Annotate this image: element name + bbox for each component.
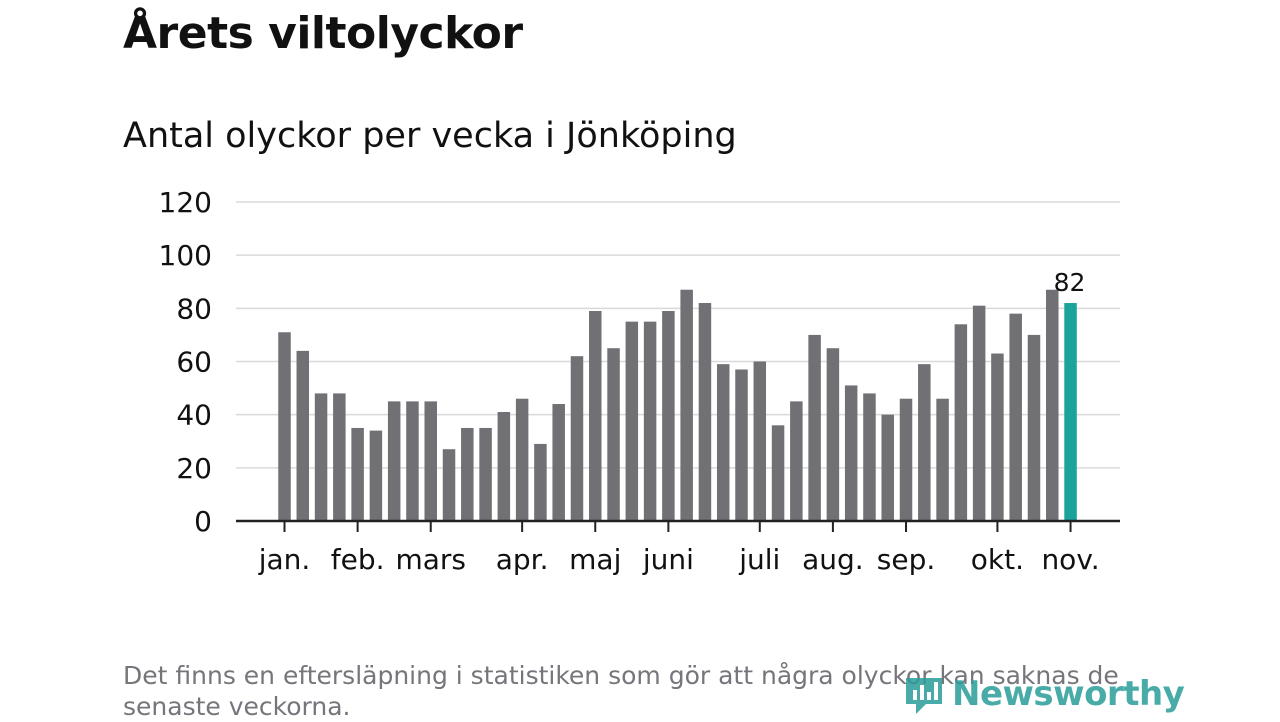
bar: [607, 348, 620, 521]
bar: [625, 321, 639, 521]
bar: [936, 398, 949, 521]
bar: [406, 401, 419, 521]
bar: [497, 412, 511, 521]
x-tick-label: jan.: [258, 543, 311, 576]
x-tick-label: aug.: [802, 543, 864, 576]
y-tick-label: 40: [176, 399, 212, 432]
chart-title: Årets viltolyckor: [123, 8, 523, 59]
bar: [918, 364, 931, 521]
bar: [424, 401, 437, 521]
y-tick-label: 60: [176, 346, 212, 379]
bar: [461, 427, 474, 521]
bar: [1046, 289, 1059, 521]
x-tick-label: okt.: [971, 543, 1024, 576]
y-tick-label: 120: [159, 186, 212, 219]
bar: [552, 404, 565, 521]
x-tick-label: nov.: [1041, 543, 1099, 576]
bar: [314, 393, 328, 521]
bar: [1009, 313, 1022, 521]
x-tick-label: maj: [569, 543, 621, 576]
bar: [972, 305, 986, 521]
bar: [333, 393, 346, 521]
bar: [735, 369, 748, 521]
x-tick-label: sep.: [877, 543, 936, 576]
bars: [278, 289, 1077, 521]
bar: [534, 443, 547, 521]
y-tick-label: 0: [194, 505, 212, 538]
x-tick-label: juni: [642, 543, 694, 576]
bar: [808, 334, 821, 521]
bar: [863, 393, 876, 521]
x-axis: [236, 519, 1120, 532]
bar: [790, 401, 803, 521]
y-tick-label: 80: [176, 292, 212, 325]
brand-name: Newsworthy: [952, 674, 1185, 714]
bar: [479, 427, 492, 521]
data-labels: 82: [1054, 268, 1086, 297]
bar: [954, 324, 968, 521]
bar: [369, 430, 383, 521]
x-tick-label: apr.: [496, 543, 549, 576]
bar: [899, 398, 913, 521]
footnote: Det finns en eftersläpning i statistiken…: [123, 661, 1119, 721]
bar: [680, 289, 693, 521]
bar: [643, 321, 657, 521]
bar: [387, 401, 401, 521]
bar: [716, 364, 730, 521]
y-axis-tick-labels: 0 20 40 60 80 100 120: [159, 186, 212, 538]
bar: [844, 385, 858, 521]
bar: [589, 310, 602, 521]
bar: [351, 427, 364, 521]
bar: [991, 353, 1004, 521]
x-tick-label: feb.: [331, 543, 385, 576]
x-tick-label: mars: [395, 543, 466, 576]
bar: [881, 414, 894, 521]
bar: [442, 449, 456, 521]
bar: [753, 361, 767, 521]
gridlines: [236, 201, 1120, 469]
chart-subtitle: Antal olyckor per vecka i Jönköping: [123, 116, 737, 156]
bar: [296, 350, 310, 521]
bar: [826, 348, 840, 521]
y-tick-label: 20: [176, 452, 212, 485]
bar: [698, 303, 712, 521]
bar: [1027, 334, 1041, 521]
bar-highlighted: [1064, 303, 1077, 521]
data-label: 82: [1054, 268, 1086, 297]
x-tick-label: juli: [738, 543, 780, 576]
bar: [515, 398, 529, 521]
newsworthy-logo-icon: [906, 678, 942, 714]
bar: [278, 332, 291, 521]
bar: [570, 356, 584, 521]
y-tick-label: 100: [159, 239, 212, 272]
bar: [771, 425, 785, 521]
x-axis-tick-labels: jan. feb. mars apr. maj juni juli aug. sep. okt. n…: [258, 543, 1100, 576]
bar: [662, 310, 675, 521]
brand-logo: Newsworthy: [902, 668, 1185, 720]
